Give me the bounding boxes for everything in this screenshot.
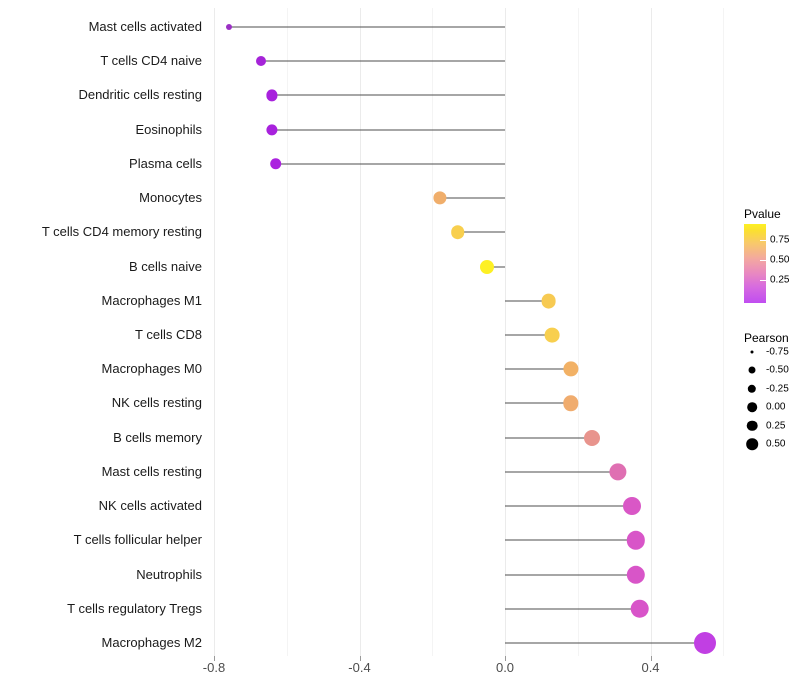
pvalue-legend-title: Pvalue bbox=[744, 207, 781, 221]
x-axis-tick-label: -0.4 bbox=[348, 660, 371, 675]
pearson-size-key-label: 0.50 bbox=[766, 438, 786, 450]
y-axis-category-label: NK cells activated bbox=[98, 498, 202, 514]
lollipop-point bbox=[584, 429, 601, 446]
lollipop-point bbox=[626, 531, 646, 550]
x-axis-tick-label: -0.8 bbox=[202, 660, 226, 675]
pearson-size-key-dot bbox=[748, 366, 756, 374]
lollipop-point bbox=[623, 497, 642, 516]
x-axis-tick-mark bbox=[359, 656, 361, 661]
lollipop-point bbox=[694, 632, 717, 654]
y-axis-category-label: NK cells resting bbox=[111, 395, 202, 411]
x-axis-tick-label: 0.0 bbox=[495, 660, 515, 675]
lollipop-point bbox=[562, 361, 579, 377]
plot-panel: Mast cells activated T cells CD4 naive Den… bbox=[41, 8, 725, 675]
colorbar-tick-mark bbox=[760, 259, 766, 261]
lollipop-point bbox=[541, 293, 556, 309]
y-axis-category-label: B cells naive bbox=[129, 258, 202, 274]
pearson-size-key-label: -0.25 bbox=[766, 383, 789, 395]
lollipop-stem bbox=[505, 437, 593, 439]
gridline-minor bbox=[577, 8, 579, 656]
lollipop-stem bbox=[505, 574, 636, 575]
lollipop-stem bbox=[505, 608, 640, 610]
lollipop-stem bbox=[275, 163, 505, 165]
lollipop-point bbox=[562, 395, 579, 412]
lollipop-point bbox=[266, 124, 278, 136]
lollipop-stem bbox=[457, 231, 505, 233]
lollipop-stem bbox=[505, 334, 553, 336]
gridline bbox=[214, 8, 215, 656]
y-axis-category-label: Plasma cells bbox=[129, 155, 202, 171]
lollipop-point bbox=[630, 599, 649, 618]
y-axis-category-label: T cells regulatory Tregs bbox=[67, 600, 202, 616]
x-axis-tick-label: 0.4 bbox=[641, 660, 660, 675]
lollipop-stem bbox=[272, 129, 505, 131]
lollipop-stem bbox=[272, 94, 505, 96]
lollipop-point bbox=[225, 24, 232, 30]
pvalue-colorbar bbox=[744, 224, 766, 303]
colorbar-tick-label: 0.50 bbox=[770, 254, 790, 266]
gridline-minor bbox=[432, 8, 434, 656]
pearson-size-key-dot bbox=[746, 420, 758, 431]
lollipop-point bbox=[544, 327, 560, 343]
gridline bbox=[359, 8, 361, 656]
lollipop-stem bbox=[261, 60, 505, 62]
y-axis-category-label: Macrophages M1 bbox=[101, 292, 202, 308]
colorbar-tick-label: 0.75 bbox=[770, 234, 790, 246]
y-axis-category-label: B cells memory bbox=[113, 429, 202, 445]
lollipop-point bbox=[256, 56, 267, 67]
pearson-size-key-label: -0.75 bbox=[766, 346, 789, 358]
y-axis-category-label: Macrophages M0 bbox=[101, 361, 202, 377]
y-axis-category-label: Monocytes bbox=[139, 190, 202, 206]
lollipop-point bbox=[479, 259, 494, 274]
lollipop-point bbox=[450, 225, 465, 240]
lollipop-point bbox=[609, 463, 627, 481]
pearson-size-key-label: -0.50 bbox=[766, 364, 789, 376]
x-axis-tick-mark bbox=[214, 656, 215, 661]
x-axis-tick-mark bbox=[505, 656, 506, 661]
pearson-size-key-dot bbox=[747, 384, 757, 393]
legend-area: Pvalue 0.75 0.50 0.25 Pearson -0.75 -0.50 -0… bbox=[738, 0, 800, 700]
y-axis-category-label: Dendritic cells resting bbox=[78, 87, 202, 103]
y-axis-category-label: T cells CD4 memory resting bbox=[41, 224, 202, 240]
gridline-minor bbox=[723, 8, 725, 656]
gridline-minor bbox=[286, 8, 288, 656]
y-axis-category-label: T cells follicular helper bbox=[73, 532, 202, 548]
pearson-legend-title: Pearson bbox=[744, 331, 789, 345]
lollipop-stem bbox=[505, 505, 633, 507]
pearson-size-key-label: 0.25 bbox=[766, 420, 786, 432]
colorbar-tick-label: 0.25 bbox=[770, 274, 790, 286]
y-axis-category-label: Macrophages M2 bbox=[101, 635, 202, 650]
y-axis-category-label: Eosinophils bbox=[135, 121, 203, 137]
pearson-size-key-label: 0.00 bbox=[766, 401, 786, 413]
lollipop-stem bbox=[228, 26, 505, 28]
lollipop-point bbox=[266, 89, 278, 101]
y-axis-category-label: T cells CD8 bbox=[135, 327, 202, 342]
y-axis-category-label: Neutrophils bbox=[136, 566, 202, 582]
lollipop-point bbox=[626, 565, 646, 584]
gridline bbox=[505, 8, 506, 656]
lollipop-stem bbox=[505, 402, 571, 404]
lollipop-stem bbox=[505, 300, 549, 302]
y-axis-category-label: T cells CD4 naive bbox=[100, 53, 202, 69]
pearson-size-key-dot bbox=[750, 350, 754, 354]
lollipop-stem bbox=[505, 368, 571, 370]
colorbar-tick-mark bbox=[760, 279, 766, 281]
lollipop-stem bbox=[505, 539, 636, 541]
lollipop-stem bbox=[486, 266, 505, 267]
lollipop-stem bbox=[505, 471, 618, 473]
gridline bbox=[650, 8, 652, 656]
pearson-size-key-dot bbox=[747, 402, 757, 412]
colorbar-tick-mark bbox=[760, 240, 766, 242]
lollipop-stem bbox=[439, 197, 505, 199]
x-axis-tick-mark bbox=[650, 656, 652, 661]
lollipop-stem bbox=[505, 642, 706, 644]
y-axis-category-label: Mast cells activated bbox=[88, 19, 202, 34]
lollipop-point bbox=[432, 191, 447, 205]
lollipop-point bbox=[270, 158, 282, 170]
y-axis-category-label: Mast cells resting bbox=[101, 463, 202, 479]
pearson-size-key-dot bbox=[746, 438, 758, 450]
